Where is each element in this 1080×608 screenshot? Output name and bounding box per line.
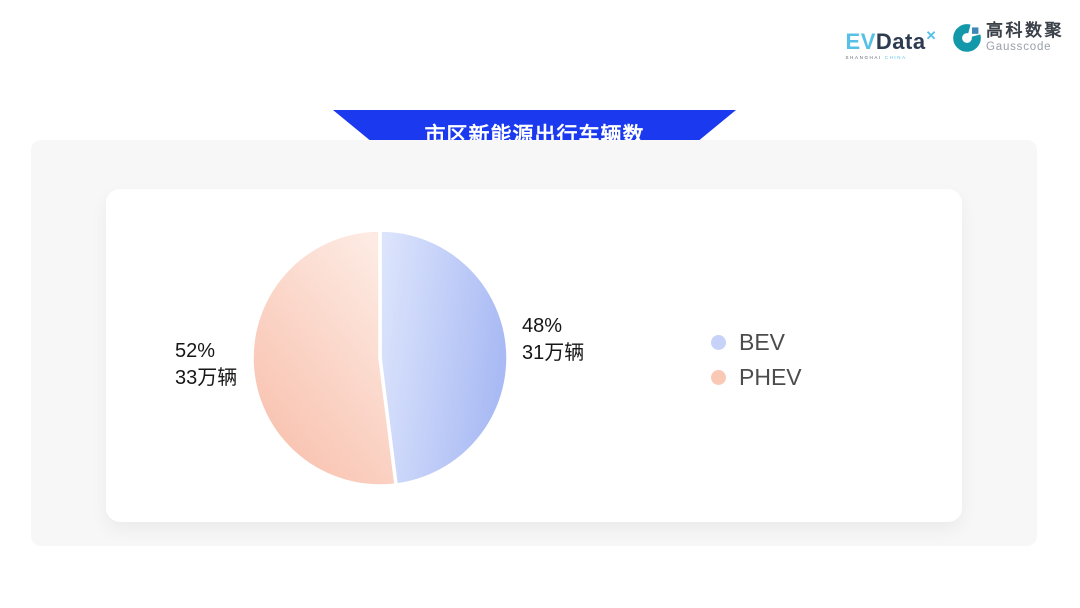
pie-slice-phev[interactable] — [250, 228, 398, 488]
gausscode-logo: 高科数聚 Gausscode — [953, 22, 1064, 53]
chart-legend: BEV PHEV — [711, 329, 802, 391]
evdata-logo: EVData✕ SHANGHAI CHINA — [846, 25, 937, 60]
gausscode-name-en: Gausscode — [986, 41, 1052, 53]
evdata-wordmark: EVData✕ — [845, 28, 937, 54]
legend-dot-phev — [711, 370, 726, 385]
logo-bar: EVData✕ SHANGHAI CHINA 高科数聚 Gausscode — [846, 22, 1064, 61]
evdata-subtext: SHANGHAI CHINA — [845, 55, 907, 60]
chart-card — [106, 189, 962, 522]
gausscode-icon — [953, 23, 981, 52]
evdata-x-icon: ✕ — [925, 28, 937, 43]
gausscode-name-cn: 高科数聚 — [986, 21, 1064, 40]
phev-value: 33万辆 — [175, 367, 238, 389]
legend-label-phev: PHEV — [739, 364, 802, 390]
pie-chart — [250, 228, 510, 488]
bev-percent: 48% — [522, 315, 563, 337]
legend-item-bev[interactable]: BEV — [711, 329, 802, 356]
legend-dot-bev — [711, 335, 726, 350]
bev-value: 31万辆 — [522, 342, 585, 364]
legend-item-phev[interactable]: PHEV — [711, 364, 802, 391]
pie-slice-bev[interactable] — [378, 228, 510, 487]
pie-label-bev: 48% 31万辆 — [522, 313, 584, 367]
phev-percent: 52% — [175, 340, 216, 362]
pie-label-phev: 52% 33万辆 — [175, 338, 237, 392]
legend-label-bev: BEV — [739, 329, 786, 355]
